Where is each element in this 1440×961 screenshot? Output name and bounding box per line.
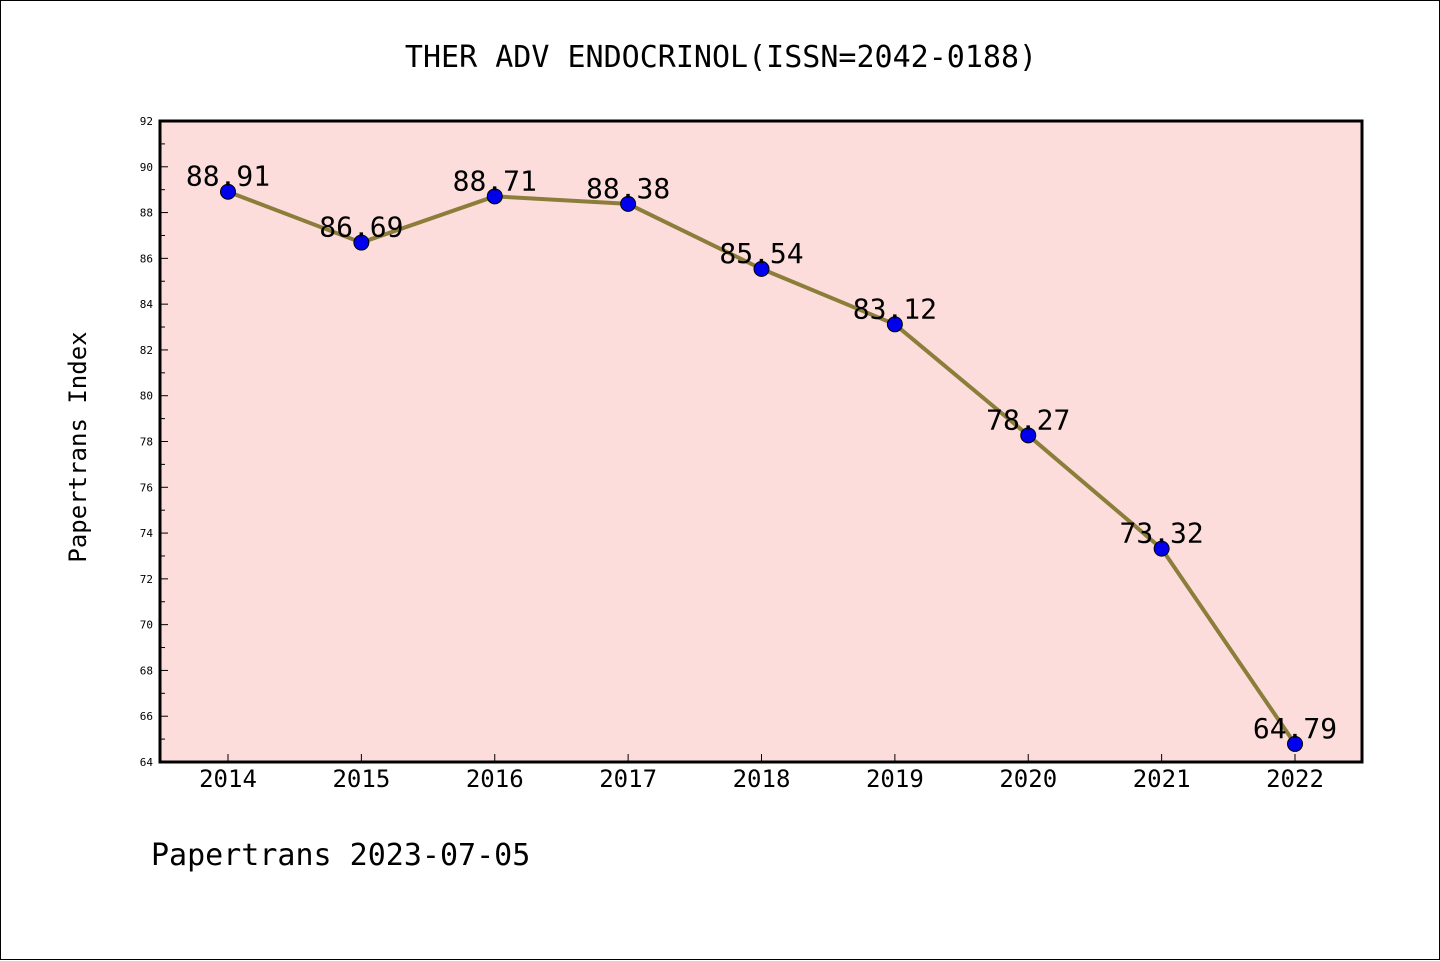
- data-label: 64.79: [1253, 712, 1337, 745]
- chart-title: THER ADV ENDOCRINOL(ISSN=2042-0188): [405, 40, 1037, 75]
- y-tick-label: 92: [140, 115, 153, 128]
- y-tick-label: 72: [140, 573, 153, 586]
- footer-watermark: Papertrans 2023-07-05: [151, 838, 530, 873]
- data-label: 78.27: [986, 403, 1070, 436]
- plot-area: [158, 119, 1364, 764]
- data-point: [1287, 735, 1303, 752]
- data-point: [620, 195, 637, 212]
- data-label: 73.32: [1119, 517, 1203, 550]
- y-tick-label: 80: [140, 390, 153, 403]
- data-label: 88.91: [186, 160, 270, 193]
- data-point: [220, 183, 236, 200]
- y-tick-label: 74: [140, 527, 154, 540]
- data-point: [1020, 427, 1037, 444]
- data-point: [753, 260, 770, 277]
- data-labels: 88.91 86.69 88.71 88.38 85.54 83.12 78.27 73.32…: [186, 160, 1337, 745]
- x-tick-label: 2021: [1133, 765, 1191, 793]
- x-tick-label: 2015: [332, 765, 390, 793]
- y-axis-label: Papertrans Index: [64, 331, 92, 562]
- data-label: 83.12: [853, 292, 937, 325]
- data-point: [886, 316, 903, 333]
- y-tick-label: 78: [140, 436, 153, 449]
- x-tick-label: 2018: [733, 765, 791, 793]
- y-tick-label: 82: [140, 344, 153, 357]
- y-tick-label: 76: [140, 481, 153, 494]
- x-tick-label: 2017: [599, 765, 657, 793]
- data-label: 86.69: [319, 211, 403, 244]
- x-tick-label: 2019: [866, 765, 924, 793]
- x-tick-label: 2022: [1266, 765, 1324, 793]
- data-point: [1153, 540, 1170, 557]
- y-tick-label: 90: [140, 161, 153, 174]
- data-label: 88.71: [453, 164, 537, 197]
- data-label: 85.54: [719, 237, 803, 270]
- x-axis: 2014 2015 2016 2017 2018 2019 2020 2021 2022: [199, 754, 1324, 793]
- x-tick-label: 2014: [199, 765, 257, 793]
- y-tick-label: 86: [140, 252, 153, 265]
- y-tick-label: 64: [140, 756, 154, 769]
- y-tick-label: 84: [140, 298, 154, 311]
- series: [220, 183, 1303, 752]
- y-tick-label: 70: [140, 619, 153, 632]
- data-label: 88.38: [586, 172, 670, 205]
- y-tick-label: 66: [140, 710, 153, 723]
- y-axis: 64 66 68 70 72 74 76 78 80 82 84 86 88 90 92: [140, 115, 168, 769]
- data-point: [353, 234, 370, 251]
- x-tick-label: 2020: [999, 765, 1057, 793]
- data-point: [486, 188, 503, 205]
- x-tick-label: 2016: [466, 765, 524, 793]
- y-tick-label: 88: [140, 207, 153, 220]
- y-tick-label: 68: [140, 664, 153, 677]
